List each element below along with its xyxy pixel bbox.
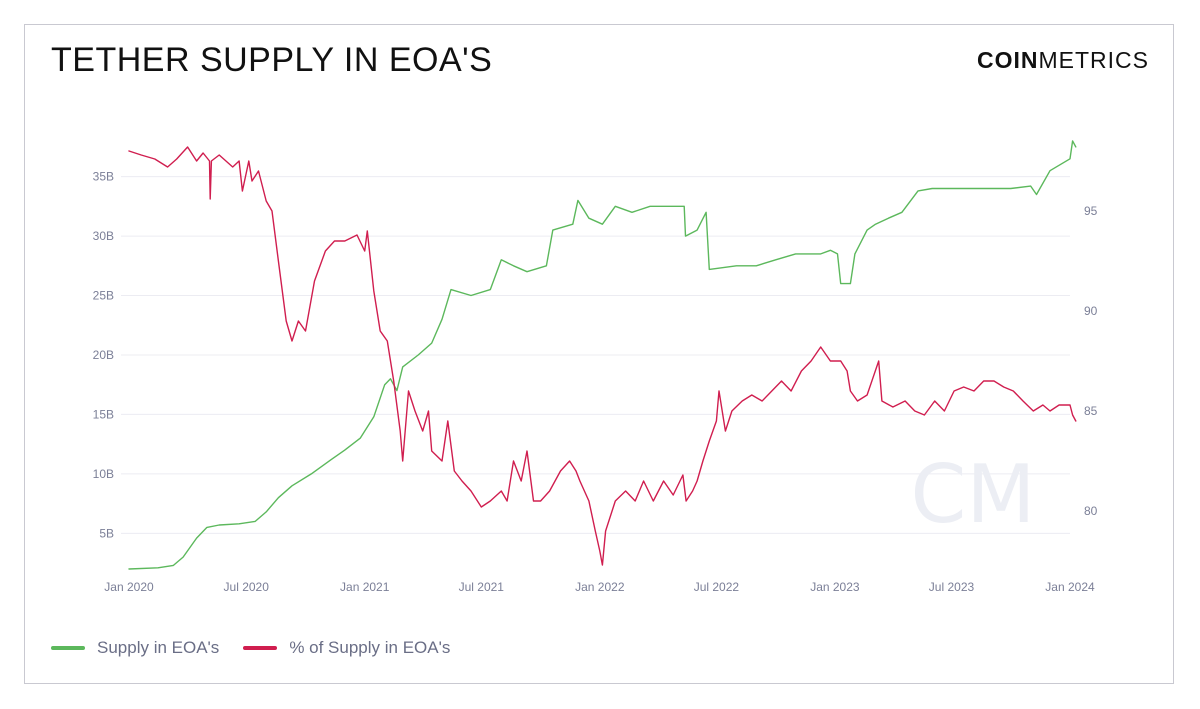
series-line-percent bbox=[128, 146, 1077, 566]
x-tick-label: Jul 2021 bbox=[459, 580, 505, 594]
left-tick-label: 35B bbox=[93, 170, 114, 184]
x-tick-label: Jul 2022 bbox=[694, 580, 740, 594]
left-tick-label: 5B bbox=[99, 526, 114, 540]
series-line-supply bbox=[128, 140, 1077, 570]
right-tick-label: 95 bbox=[1084, 204, 1098, 218]
grid-lines bbox=[121, 176, 1070, 534]
left-tick-label: 10B bbox=[93, 467, 114, 481]
legend-item-supply[interactable]: Supply in EOA's bbox=[51, 638, 219, 658]
right-axis: 80 85 90 95 bbox=[1084, 204, 1098, 518]
logo-text-light: METRICS bbox=[1038, 47, 1149, 73]
right-tick-label: 90 bbox=[1084, 304, 1098, 318]
chart-card: TETHER SUPPLY IN EOA'S COINMETRICS CM 5B… bbox=[24, 24, 1174, 684]
chart-title: TETHER SUPPLY IN EOA'S bbox=[51, 41, 493, 79]
left-tick-label: 20B bbox=[93, 348, 114, 362]
legend-item-percent[interactable]: % of Supply in EOA's bbox=[243, 638, 450, 658]
x-tick-label: Jan 2021 bbox=[340, 580, 390, 594]
x-tick-label: Jan 2024 bbox=[1045, 580, 1095, 594]
x-axis: Jan 2020 Jul 2020 Jan 2021 Jul 2021 Jan 2022… bbox=[104, 580, 1095, 594]
right-tick-label: 85 bbox=[1084, 404, 1098, 418]
x-tick-label: Jul 2020 bbox=[224, 580, 270, 594]
legend: Supply in EOA's % of Supply in EOA's bbox=[51, 638, 450, 658]
x-tick-label: Jul 2023 bbox=[929, 580, 975, 594]
chart-svg: CM 5B 10B 15B 20B 25B 30B 35B 80 85 90 95 Jan 202… bbox=[93, 140, 1098, 594]
left-axis: 5B 10B 15B 20B 25B 30B 35B bbox=[93, 170, 114, 541]
legend-label-percent: % of Supply in EOA's bbox=[289, 638, 451, 657]
coinmetrics-logo: COINMETRICS bbox=[977, 47, 1149, 74]
right-tick-label: 80 bbox=[1084, 504, 1098, 518]
legend-label-supply: Supply in EOA's bbox=[97, 638, 220, 657]
legend-swatch-percent bbox=[243, 646, 278, 650]
x-tick-label: Jan 2023 bbox=[810, 580, 860, 594]
left-tick-label: 15B bbox=[93, 407, 114, 421]
left-tick-label: 25B bbox=[93, 289, 114, 303]
logo-text-bold: COIN bbox=[977, 47, 1039, 73]
legend-swatch-supply bbox=[51, 646, 85, 650]
series-layer bbox=[128, 140, 1077, 570]
x-tick-label: Jan 2022 bbox=[575, 580, 625, 594]
cm-watermark: CM bbox=[911, 448, 1036, 541]
x-tick-label: Jan 2020 bbox=[104, 580, 154, 594]
left-tick-label: 30B bbox=[93, 229, 114, 243]
